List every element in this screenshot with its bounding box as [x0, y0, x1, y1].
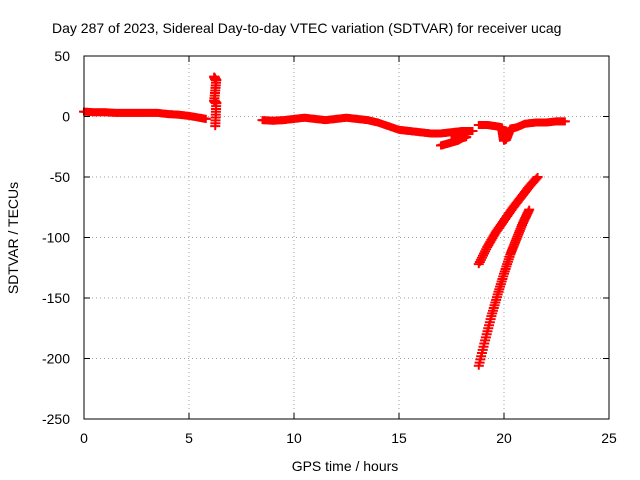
x-tick-label: 0	[80, 430, 88, 446]
y-tick-label: -200	[42, 351, 70, 367]
data-point	[200, 114, 211, 123]
plot-frame	[83, 55, 610, 420]
series-isolated-6h	[209, 72, 222, 131]
x-tick-label: 5	[185, 430, 193, 446]
series-midday	[257, 113, 478, 138]
x-tick-labels: 0 5 10 15 20 25	[80, 430, 617, 446]
y-tick-labels: 50 0 -50 -100 -150 -200 -250	[42, 48, 70, 427]
y-tick-label: -250	[42, 411, 70, 427]
y-tick-label: -100	[42, 230, 70, 246]
series-late-afternoon-scatter	[436, 127, 476, 150]
series-evening	[473, 117, 570, 145]
y-tick-label: 0	[62, 109, 70, 125]
x-tick-label: 10	[286, 430, 302, 446]
series-descending-track-B	[473, 205, 535, 370]
y-tick-label: -50	[50, 169, 70, 185]
y-tick-label: 50	[54, 48, 70, 64]
y-axis-label: SDTVAR / TECUs	[5, 182, 21, 294]
x-axis-label: GPS time / hours	[292, 458, 399, 474]
x-tick-label: 15	[391, 430, 407, 446]
x-tick-label: 20	[496, 430, 512, 446]
data-point	[210, 122, 221, 131]
data-point	[532, 173, 543, 181]
data-point	[559, 117, 570, 126]
x-tick-label: 25	[601, 430, 617, 446]
data-point	[531, 174, 542, 183]
data-point	[465, 127, 476, 136]
data-points	[79, 72, 570, 370]
series-descending-track-A	[473, 173, 543, 269]
y-tick-label: -150	[42, 290, 70, 306]
data-point	[524, 205, 535, 214]
series-early-morning	[79, 107, 211, 123]
chart-title: Day 287 of 2023, Sidereal Day-to-day VTE…	[52, 20, 561, 36]
